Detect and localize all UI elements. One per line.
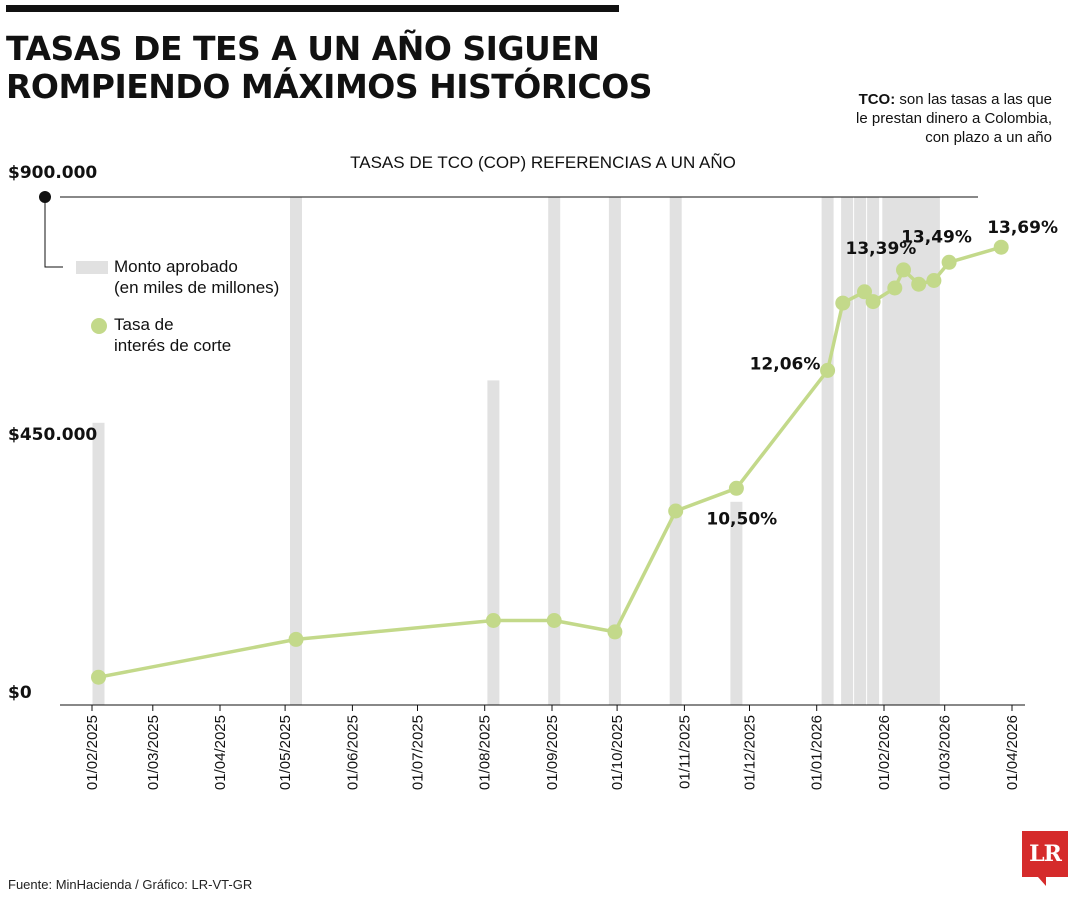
x-tick-label-0: 01/02/2025 xyxy=(84,715,101,790)
legend-point-swatch xyxy=(91,318,107,334)
rate-point-13 xyxy=(911,276,927,292)
y-tick-900000: $900.000 xyxy=(8,163,97,183)
amount-bar-7 xyxy=(821,197,834,705)
amount-bar-3 xyxy=(548,197,561,705)
rate-point-0 xyxy=(91,669,106,685)
rate-point-4 xyxy=(607,624,623,640)
amount-bar-17 xyxy=(927,197,940,705)
rate-line-layer xyxy=(91,239,1009,685)
x-tick-label-4: 01/06/2025 xyxy=(344,715,361,790)
legend-points-label-2: interés de corte xyxy=(114,336,231,355)
rate-point-5 xyxy=(668,503,684,519)
rate-label-15: 13,49% xyxy=(901,227,972,247)
tco-note-line-1: TCO: son las tasas a las que xyxy=(772,90,1052,109)
rate-point-7 xyxy=(820,362,836,378)
tco-note: TCO: son las tasas a las que le prestan … xyxy=(772,90,1052,147)
rate-labels-layer: 10,50% 12,06% 13,39%13,49% 13,69% xyxy=(706,218,1058,529)
x-tick-label-8: 01/10/2025 xyxy=(609,715,626,790)
page-title: TASAS DE TES A UN AÑO SIGUEN ROMPIENDO M… xyxy=(6,29,653,106)
rate-point-2 xyxy=(485,613,501,628)
legend-connector xyxy=(44,197,63,268)
x-tick-label-9: 01/11/2025 xyxy=(676,715,693,789)
chart-subtitle: TASAS DE TCO (COP) REFERENCIAS A UN AÑO xyxy=(350,153,736,172)
amount-bar-10 xyxy=(867,197,880,705)
amount-bar-9 xyxy=(854,197,867,705)
rate-label-16: 13,69% xyxy=(987,218,1058,238)
rate-point-15 xyxy=(941,254,957,270)
tco-note-line-3: con plazo a un año xyxy=(925,129,1052,146)
x-tick-label-3: 01/05/2025 xyxy=(277,715,294,790)
title-line-1: TASAS DE TES A UN AÑO SIGUEN xyxy=(6,29,600,68)
y-tick-450000: $450.000 xyxy=(8,425,97,445)
legend-bars-label-2: (en miles de millones) xyxy=(114,278,279,297)
amount-bar-2 xyxy=(487,380,500,705)
x-tick-label-14: 01/04/2026 xyxy=(1004,715,1021,790)
top-rule xyxy=(6,5,619,12)
x-tick-label-11: 01/01/2026 xyxy=(809,715,826,790)
amount-bar-0 xyxy=(92,422,105,705)
rate-point-16 xyxy=(993,239,1009,255)
tco-note-text-1: son las tasas a las que xyxy=(899,91,1052,108)
amount-bar-5 xyxy=(669,197,682,705)
rate-point-9 xyxy=(857,284,872,300)
x-tick-label-12: 01/02/2026 xyxy=(876,715,893,790)
title-line-2: ROMPIENDO MÁXIMOS HISTÓRICOS xyxy=(6,67,653,106)
x-tick-label-1: 01/03/2025 xyxy=(145,715,162,790)
x-ticks-layer: 01/02/2025 01/03/2025 01/04/2025 01/05/2025… xyxy=(84,705,1021,790)
tco-note-line-2: le prestan dinero a Colombia, xyxy=(856,110,1052,127)
legend-bar-swatch xyxy=(76,261,108,274)
rate-point-1 xyxy=(288,631,304,647)
amount-bar-1 xyxy=(290,197,302,705)
bars-layer xyxy=(92,197,940,705)
legend-points-label-1: Tasa de xyxy=(114,315,174,334)
amount-bar-8 xyxy=(841,197,854,705)
x-tick-label-6: 01/08/2025 xyxy=(477,715,494,790)
x-tick-label-7: 01/09/2025 xyxy=(544,715,561,790)
x-tick-label-13: 01/03/2026 xyxy=(937,715,954,790)
x-tick-label-5: 01/07/2025 xyxy=(410,715,427,790)
amount-bar-6 xyxy=(730,501,743,705)
rate-point-6 xyxy=(728,480,744,496)
rate-label-7: 12,06% xyxy=(750,354,821,374)
amount-bar-4 xyxy=(608,197,621,705)
rate-point-14 xyxy=(926,273,942,288)
rate-point-3 xyxy=(546,613,562,628)
rate-point-8 xyxy=(835,295,851,311)
rate-label-6: 10,50% xyxy=(706,509,777,529)
rate-label-12: 13,39% xyxy=(846,239,917,259)
source-credit: Fuente: MinHacienda / Gráfico: LR-VT-GR xyxy=(8,877,253,892)
y-tick-0: $0 xyxy=(8,683,32,703)
tco-note-term: TCO: xyxy=(858,91,896,108)
rate-point-10 xyxy=(865,294,881,310)
rate-point-11 xyxy=(887,280,903,296)
x-tick-label-10: 01/12/2025 xyxy=(742,715,759,790)
x-tick-label-2: 01/04/2025 xyxy=(212,715,229,790)
lr-logo: LR xyxy=(1022,831,1068,886)
legend-bars-label-1: Monto aprobado xyxy=(114,257,238,276)
rate-point-12 xyxy=(896,262,911,278)
